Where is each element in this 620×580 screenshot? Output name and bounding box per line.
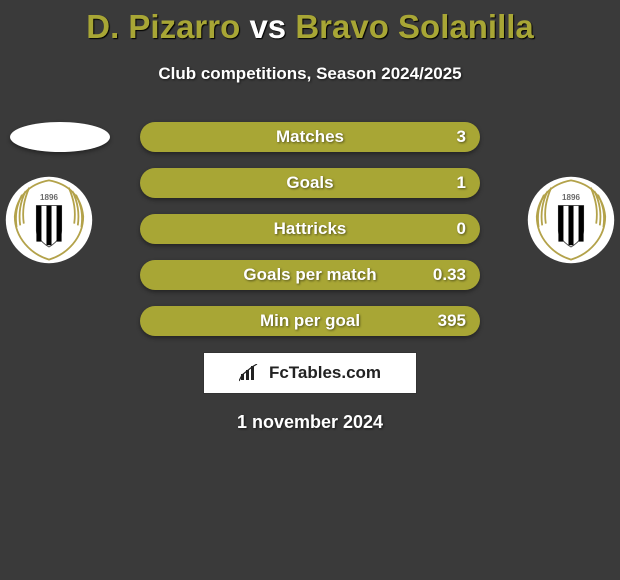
player2-club-logo: 1896 [526, 175, 616, 265]
player1-club-logo: 1896 [4, 175, 94, 265]
player2-name: Bravo Solanilla [295, 8, 533, 45]
player1-name: D. Pizarro [86, 8, 240, 45]
stat-row: Hattricks0 [140, 214, 480, 244]
stat-row: Matches3 [140, 122, 480, 152]
stat-row: Goals1 [140, 168, 480, 198]
attribution-text: FcTables.com [269, 363, 381, 383]
stat-right-value: 0.33 [433, 260, 466, 290]
udinese-crest-icon: 1896 [526, 175, 616, 265]
crest-year: 1896 [562, 193, 580, 202]
player1-portrait-placeholder [10, 122, 110, 152]
crest-year: 1896 [40, 193, 58, 202]
vs-label: vs [249, 8, 286, 45]
date-label: 1 november 2024 [0, 412, 620, 433]
stat-row: Goals per match0.33 [140, 260, 480, 290]
stat-right-value: 1 [457, 168, 466, 198]
stat-label: Goals per match [140, 260, 480, 290]
attribution-badge[interactable]: FcTables.com [203, 352, 417, 394]
stat-label: Matches [140, 122, 480, 152]
comparison-title: D. Pizarro vs Bravo Solanilla [0, 0, 620, 46]
stat-right-value: 0 [457, 214, 466, 244]
infographic-container: D. Pizarro vs Bravo Solanilla Club compe… [0, 0, 620, 580]
subtitle: Club competitions, Season 2024/2025 [0, 64, 620, 84]
chart-bars-icon [239, 364, 261, 382]
stat-label: Goals [140, 168, 480, 198]
stat-right-value: 395 [438, 306, 466, 336]
stat-label: Hattricks [140, 214, 480, 244]
stat-label: Min per goal [140, 306, 480, 336]
stat-right-value: 3 [457, 122, 466, 152]
stat-row: Min per goal395 [140, 306, 480, 336]
udinese-crest-icon: 1896 [4, 175, 94, 265]
